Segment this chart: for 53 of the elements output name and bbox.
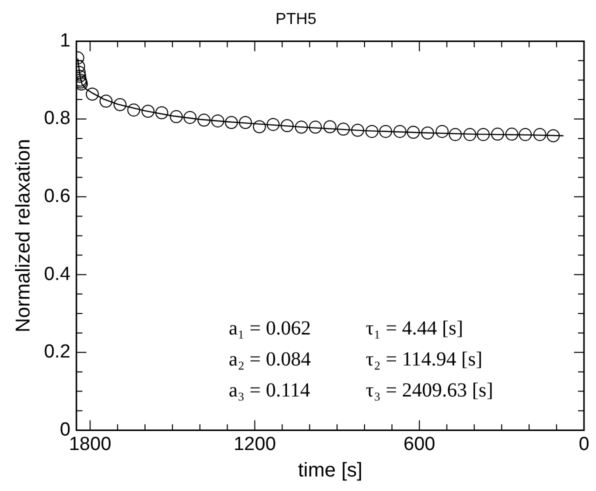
point	[436, 124, 449, 138]
x-tick-label: 0	[578, 434, 590, 455]
point	[127, 104, 140, 117]
point	[421, 126, 434, 140]
y-tick-label: 0.4	[44, 264, 71, 285]
point	[238, 116, 252, 129]
point	[336, 122, 350, 136]
point	[546, 129, 560, 142]
point	[114, 98, 127, 112]
point	[170, 110, 183, 124]
point	[86, 88, 99, 101]
annotation: τ₂ = 114.94 [s]	[366, 348, 482, 370]
point	[476, 128, 490, 142]
y-tick-label: 0.6	[44, 186, 70, 208]
x-tick-label: 1200	[234, 434, 276, 455]
point	[211, 114, 224, 128]
point	[365, 124, 378, 138]
annotation: τ₁ = 4.44 [s]	[366, 317, 464, 340]
point	[393, 124, 406, 138]
point	[155, 106, 168, 120]
point	[505, 128, 518, 141]
point	[406, 126, 420, 139]
point	[100, 94, 113, 108]
point	[280, 119, 294, 132]
y-tick-label: 0.8	[44, 108, 70, 130]
x-tick-label: 600	[404, 434, 436, 455]
y-tick-label: 0.2	[44, 342, 70, 363]
point	[266, 118, 280, 131]
point	[142, 104, 155, 118]
x-axis-title: time [s]	[298, 460, 362, 482]
annotation: a₂ = 0.084	[228, 348, 311, 370]
point	[252, 120, 266, 134]
point	[308, 120, 322, 134]
point	[379, 124, 392, 138]
point	[491, 128, 504, 141]
chart-title: PTH5	[276, 11, 317, 28]
annotation: τ₃ = 2409.63 [s]	[366, 380, 494, 402]
point	[463, 128, 476, 142]
x-tick-label: 1800	[68, 434, 112, 455]
point	[518, 128, 532, 142]
annotation: a₃ = 0.114	[228, 380, 310, 402]
point	[224, 116, 238, 129]
y-axis-title: Normalized relaxation	[12, 138, 35, 332]
annotation: a₁ = 0.062	[228, 317, 311, 340]
point	[197, 114, 210, 127]
point	[323, 120, 336, 134]
point	[448, 128, 462, 142]
y-tick-label: 0	[60, 419, 70, 440]
point	[184, 110, 197, 124]
point	[351, 124, 364, 137]
point	[533, 128, 546, 142]
y-tick-label: 1	[60, 30, 70, 52]
point	[294, 120, 308, 134]
